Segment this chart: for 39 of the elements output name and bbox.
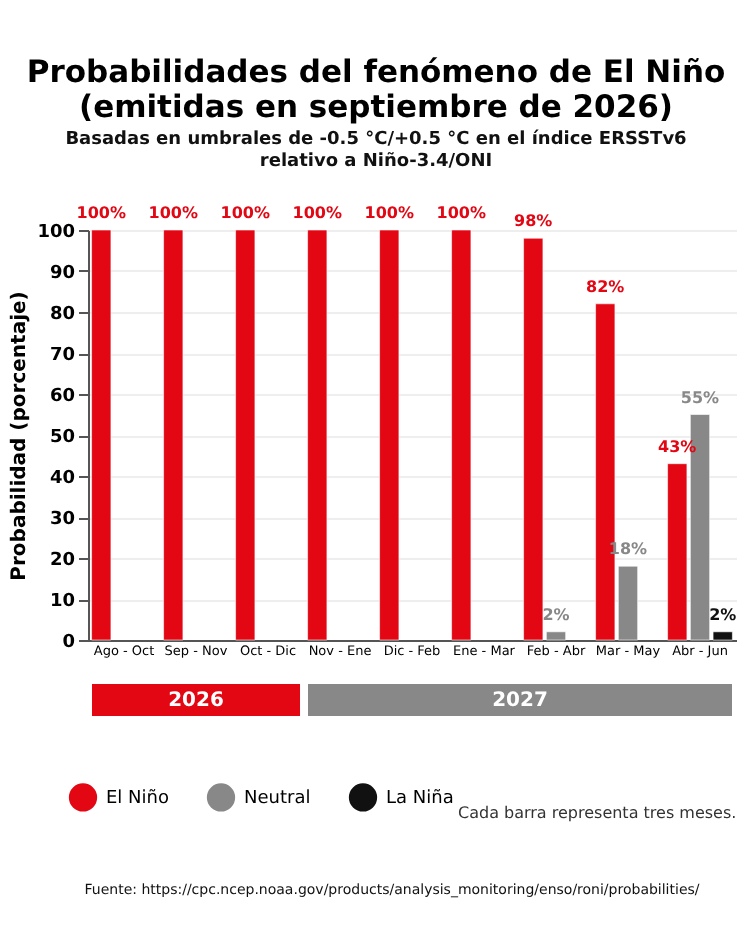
- y-tick-label: 80: [49, 305, 75, 325]
- text: relativo a Niño-3.4/ONI: [259, 152, 493, 172]
- bar: [379, 229, 400, 641]
- data-label: 100%: [292, 204, 342, 222]
- y-tick-label: 60: [49, 387, 75, 407]
- text: Cada barra representa tres meses.: [458, 804, 737, 822]
- y-tick-label: 30: [49, 510, 75, 530]
- data-label: 100%: [76, 204, 126, 222]
- y-tick-label: 40: [49, 469, 75, 489]
- y-tick-label: 100: [37, 223, 75, 243]
- y-axis-title: Probabilidad (porcentaje): [9, 291, 32, 581]
- bar: [235, 229, 256, 641]
- data-label: 43%: [658, 437, 697, 456]
- text: 2026: [168, 690, 224, 712]
- y-tick-label: 90: [49, 264, 75, 284]
- legend-label: El Niño: [106, 789, 170, 810]
- data-label: 100%: [220, 204, 270, 222]
- data-label: 82%: [586, 277, 625, 296]
- legend-label: La Niña: [386, 789, 454, 810]
- bar: [307, 229, 328, 641]
- y-tick-label: 70: [49, 346, 75, 366]
- data-label: 100%: [364, 204, 414, 222]
- data-label: 55%: [680, 388, 720, 407]
- text: (emitidas en septiembre de 2026): [79, 89, 673, 125]
- text: 2027: [492, 690, 548, 712]
- data-label: 2%: [709, 605, 737, 624]
- data-label: 2%: [542, 605, 570, 624]
- text: Basadas en umbrales de -0.5 °C/+0.5 °C en el índice ERSSTv6: [65, 130, 687, 150]
- bar: [163, 229, 184, 641]
- data-label: 98%: [514, 212, 553, 231]
- data-label: 100%: [436, 204, 486, 222]
- text: Probabilidades del fenómeno de El Niño: [26, 54, 726, 90]
- y-tick-label: 20: [49, 551, 75, 571]
- y-tick-label: 10: [49, 592, 75, 612]
- legend-label: Neutral: [244, 789, 311, 810]
- y-tick-label: 0: [62, 633, 75, 653]
- y-tick-label: 50: [49, 428, 75, 448]
- data-label: 100%: [148, 204, 198, 222]
- bar: [451, 229, 472, 641]
